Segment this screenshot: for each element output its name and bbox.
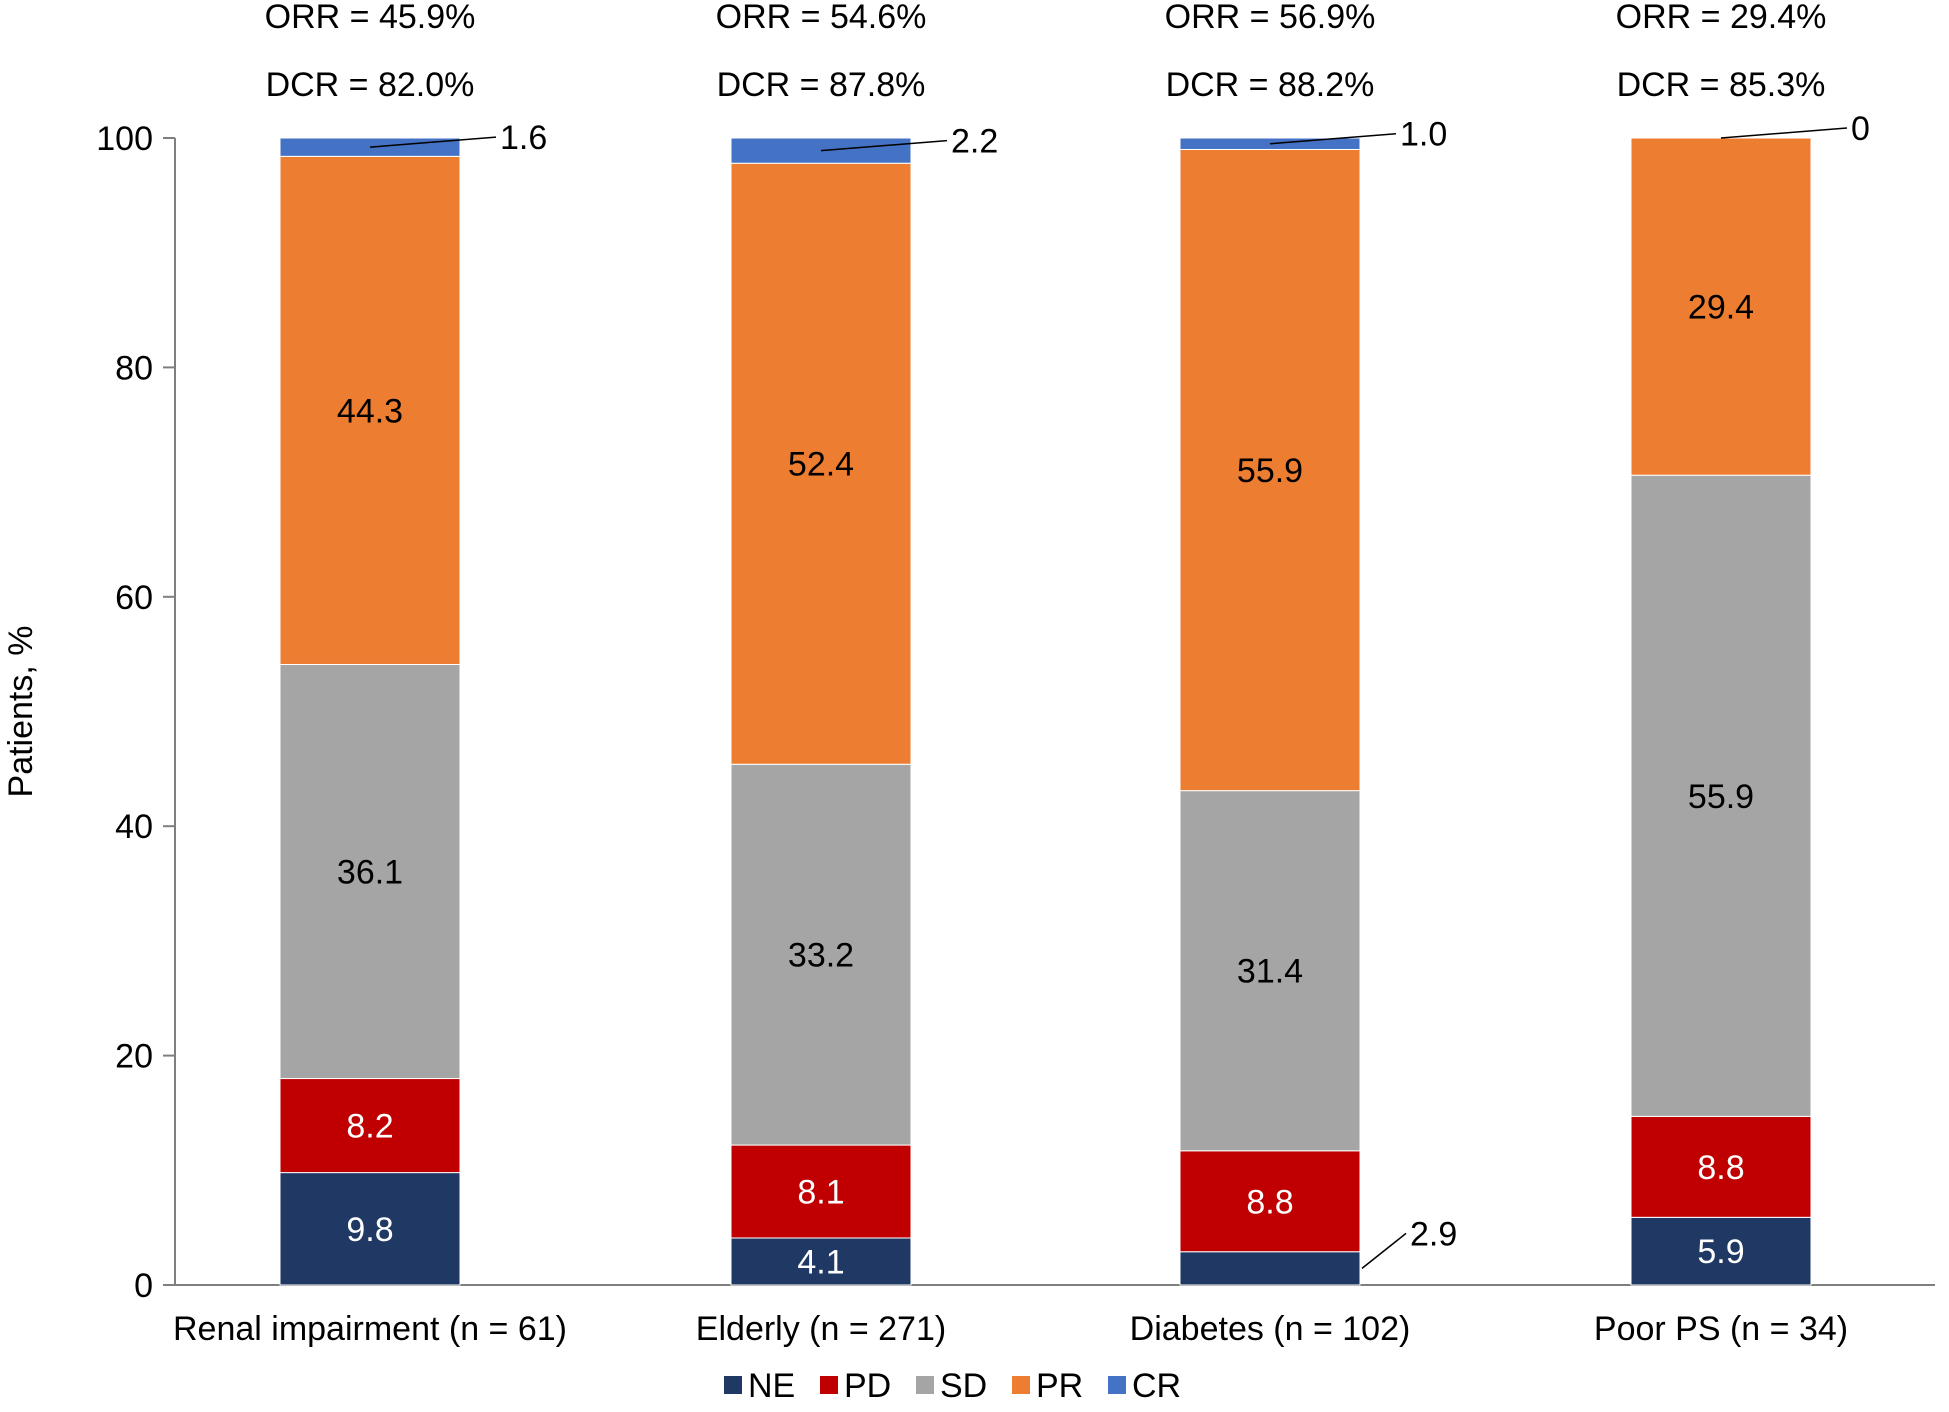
legend-swatch-pr (1012, 1376, 1030, 1394)
data-label-ne: 4.1 (797, 1243, 844, 1281)
y-tick-label: 40 (115, 808, 153, 846)
data-label-sd: 31.4 (1237, 953, 1303, 991)
bar-segment-ne (279, 1172, 461, 1286)
data-labels: 9.8 8.2 36.1 44.3 1.6 4.1 8.1 33.2 52.4 2.2 2.9 8.8… (337, 110, 1870, 1281)
leader-line-ne (1361, 1232, 1407, 1269)
x-tick-label: Renal impairment (n = 61) (173, 1310, 567, 1348)
x-tick-label: Diabetes (n = 102) (1130, 1310, 1411, 1348)
leader-line-cr (1269, 132, 1397, 145)
data-label-cr: 0 (1851, 110, 1870, 148)
legend-swatch-cr (1108, 1376, 1126, 1394)
data-label-cr: 2.2 (951, 123, 998, 161)
leader-line-cr (369, 136, 497, 148)
orr-annotation: ORR = 54.6% (716, 0, 927, 36)
bar-segment-ne (730, 1237, 912, 1286)
x-tick-label: Elderly (n = 271) (696, 1310, 946, 1348)
data-label-cr: 1.0 (1400, 116, 1447, 154)
y-tick-label: 60 (115, 579, 153, 617)
data-label-pd: 8.2 (346, 1108, 393, 1146)
orr-annotation: ORR = 45.9% (265, 0, 476, 36)
bar-segment-sd (730, 763, 912, 1146)
legend-label-pd: PD (844, 1367, 891, 1405)
bar-segment-pr (279, 155, 461, 665)
data-label-pr: 55.9 (1237, 452, 1303, 490)
bar-segment-ne (1179, 1251, 1361, 1286)
legend-swatch-pd (820, 1376, 838, 1394)
orr-dcr-annotations: ORR = 45.9% DCR = 82.0% ORR = 54.6% DCR = 8… (265, 0, 1827, 104)
y-tick-label: 80 (115, 349, 153, 387)
y-tick-label: 0 (134, 1267, 153, 1305)
legend-label-sd: SD (940, 1367, 987, 1405)
data-label-pd: 8.1 (797, 1174, 844, 1212)
data-label-cr: 1.6 (500, 119, 547, 157)
legend-label-pr: PR (1036, 1367, 1083, 1405)
data-label-ne: 5.9 (1697, 1233, 1744, 1271)
orr-annotation: ORR = 29.4% (1616, 0, 1827, 36)
data-label-ne: 2.9 (1410, 1215, 1457, 1253)
legend-swatch-ne (724, 1376, 742, 1394)
bar-segment-pr (1630, 137, 1812, 476)
dcr-annotation: DCR = 88.2% (1166, 66, 1375, 104)
data-label-ne: 9.8 (346, 1211, 393, 1249)
dcr-annotation: DCR = 87.8% (717, 66, 926, 104)
leader-line-cr (820, 139, 948, 152)
bar-segment-sd (1630, 474, 1812, 1117)
data-label-sd: 55.9 (1688, 778, 1754, 816)
bars (279, 137, 1812, 1286)
data-label-pd: 8.8 (1697, 1149, 1744, 1187)
dcr-annotation: DCR = 85.3% (1617, 66, 1826, 104)
dcr-annotation: DCR = 82.0% (266, 66, 475, 104)
axes: 0 20 40 60 80 100 Patients, % Renal impairment … (2, 120, 1935, 1348)
bar-segment-ne (1630, 1216, 1812, 1286)
y-tick-label: 20 (115, 1038, 153, 1076)
bar-segment-pr (730, 162, 912, 765)
data-label-pr: 44.3 (337, 392, 403, 430)
legend-label-ne: NE (748, 1367, 795, 1405)
y-tick-label: 100 (96, 120, 153, 158)
orr-annotation: ORR = 56.9% (1165, 0, 1376, 36)
data-label-pr: 29.4 (1688, 289, 1754, 327)
bar-segment-pr (1179, 148, 1361, 792)
data-label-sd: 33.2 (788, 937, 854, 975)
bar-segment-pd (279, 1078, 461, 1174)
bar-segment-pd (1179, 1150, 1361, 1253)
x-tick-label: Poor PS (n = 34) (1594, 1310, 1848, 1348)
legend: NE PD SD PR CR (724, 1367, 1181, 1405)
data-label-pr: 52.4 (788, 446, 854, 484)
legend-swatch-sd (916, 1376, 934, 1394)
bar-segment-sd (279, 663, 461, 1080)
data-label-sd: 36.1 (337, 854, 403, 892)
legend-label-cr: CR (1132, 1367, 1181, 1405)
bar-segment-pd (1630, 1115, 1812, 1218)
y-axis-label: Patients, % (2, 626, 40, 798)
data-label-pd: 8.8 (1246, 1183, 1293, 1221)
bar-segment-sd (1179, 790, 1361, 1152)
leader-line-cr (1720, 127, 1848, 139)
